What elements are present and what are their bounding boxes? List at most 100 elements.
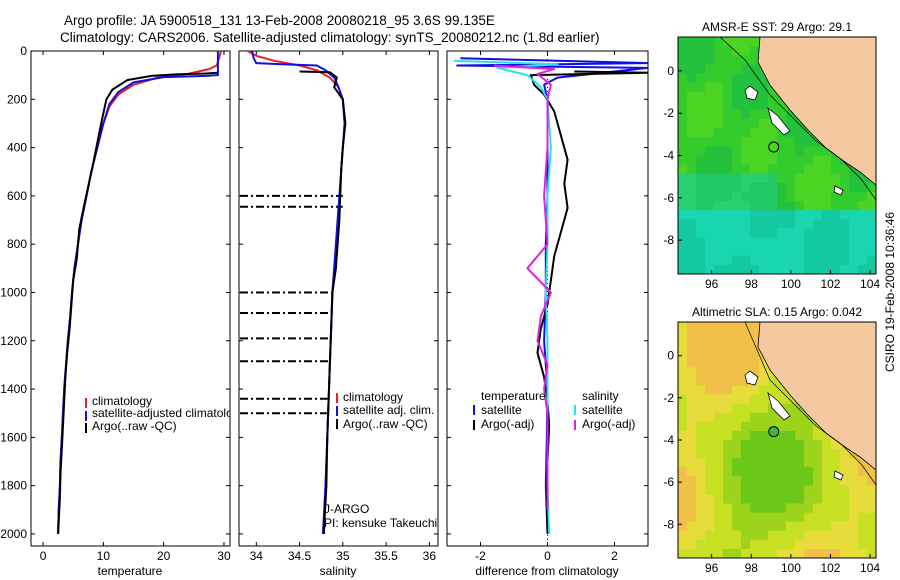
map-cell (777, 219, 787, 229)
map-cell (759, 210, 769, 220)
map-cell (696, 64, 706, 74)
map-cell (867, 467, 876, 477)
map-cell (687, 46, 697, 56)
map-cell (741, 449, 751, 459)
map-cell (687, 109, 697, 120)
map-cell (768, 201, 778, 211)
map-cell (705, 467, 715, 477)
map-cell (831, 173, 841, 184)
map-cell (813, 494, 823, 505)
map-cell (804, 530, 814, 541)
map-cell (714, 476, 724, 486)
map-cell (732, 485, 742, 495)
map-cell (678, 73, 688, 84)
map-cell (732, 476, 742, 486)
map-cell (705, 458, 715, 468)
map-cell (867, 255, 876, 266)
map-cell (705, 73, 715, 84)
map-cell (696, 358, 706, 368)
map-cell (678, 37, 688, 47)
map-cell (777, 385, 787, 396)
y-tick-label: 2000 (0, 527, 27, 541)
map-cell (687, 210, 697, 220)
map-cell (696, 164, 706, 175)
map-cell (849, 503, 859, 514)
map-cell (678, 237, 688, 248)
map-cell (813, 155, 823, 166)
map-cell (768, 485, 778, 495)
map-cell (804, 430, 814, 441)
map-cell (714, 521, 724, 532)
map-cell (732, 467, 742, 477)
map-cell (741, 82, 751, 93)
map-cell (759, 358, 769, 368)
map-cell (678, 164, 688, 175)
map-cell (732, 228, 742, 239)
map-cell (795, 191, 805, 202)
map-cell (705, 503, 715, 514)
map-cell (822, 539, 832, 550)
map-cell (723, 349, 733, 359)
map-cell (858, 539, 868, 550)
map-cell (795, 173, 805, 184)
map-cell (777, 173, 787, 184)
salinity-panel: 34 34.5 35 35.5 36 salinity climatology sate… (238, 50, 439, 578)
map-cell (687, 146, 697, 156)
map-cell (822, 264, 832, 274)
map-cell (741, 539, 751, 550)
map-cell (687, 476, 697, 486)
map-cell (804, 485, 814, 495)
map-cell (777, 521, 787, 532)
map-cell (786, 128, 796, 138)
map-cell (849, 458, 859, 468)
map-cell (840, 530, 850, 541)
figure-title-line2: Climatology: CARS2006. Satellite-adjuste… (60, 30, 600, 45)
map-cell (687, 512, 697, 523)
map-cell (696, 146, 706, 156)
map-cell (714, 100, 724, 111)
map-cell (687, 376, 697, 387)
map-cell (687, 173, 697, 184)
map-cell (696, 548, 706, 558)
map-cell (723, 91, 733, 102)
map-cell (732, 182, 742, 193)
map-cell (705, 182, 715, 193)
map-cell (714, 548, 724, 558)
map-cell (759, 201, 769, 211)
map-cell (678, 476, 688, 486)
map-cell (759, 385, 769, 396)
map-cell (678, 521, 688, 532)
map-cell (840, 173, 850, 184)
x-tick-label: 36 (423, 549, 437, 563)
map-cell (687, 412, 697, 423)
map-cell (714, 228, 724, 239)
map-cell (768, 440, 778, 450)
map-cell (705, 385, 715, 396)
map-cell (786, 485, 796, 495)
map-cell (705, 155, 715, 166)
sst-map-island-2 (767, 106, 791, 136)
map-cell (714, 82, 724, 93)
map-cell (687, 182, 697, 193)
map-cell (840, 255, 850, 266)
map-cell (723, 385, 733, 396)
map-cell (795, 155, 805, 166)
map-cell (804, 521, 814, 532)
map-cell (867, 191, 876, 202)
map-cell (840, 494, 850, 505)
map-cell (678, 173, 688, 184)
map-cell (804, 255, 814, 266)
map-cell (687, 155, 697, 166)
map-cell (696, 119, 706, 129)
map-cell (705, 109, 715, 120)
map-cell (804, 467, 814, 477)
map-cell (741, 228, 751, 239)
map-cell (768, 100, 778, 111)
legend-d-s-argo: Argo(-adj) (582, 417, 635, 431)
map-cell (840, 449, 850, 459)
map-cell (804, 503, 814, 514)
map-cell (786, 521, 796, 532)
map-cell (750, 467, 760, 477)
map-cell (696, 219, 706, 229)
map-cell (723, 255, 733, 266)
